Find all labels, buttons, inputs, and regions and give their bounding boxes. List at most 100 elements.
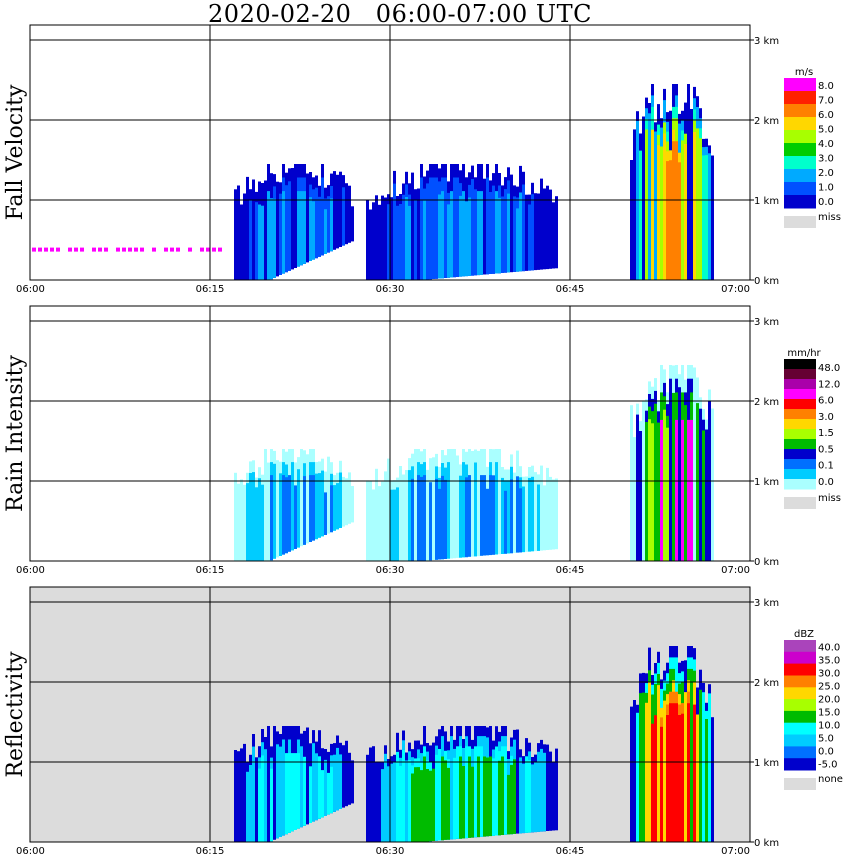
echo-column: [264, 449, 267, 561]
colorbar-swatch: [784, 409, 816, 420]
echo-column: [657, 422, 660, 561]
missing-mark: [218, 247, 222, 252]
echo-column: [381, 481, 384, 561]
echo-column: [555, 748, 558, 831]
echo-column: [315, 187, 318, 259]
colorbar-label: 20.0: [818, 695, 840, 706]
missing-mark: [56, 247, 60, 252]
x-tick-label: 06:30: [376, 846, 405, 857]
echo-column: [498, 197, 501, 274]
missing-mark: [44, 247, 48, 252]
echo-column: [240, 479, 243, 561]
echo-column: [711, 717, 714, 842]
echo-column: [504, 746, 507, 835]
echo-column: [639, 431, 642, 561]
colorbar-missing-label: none: [818, 774, 843, 785]
echo-column: [369, 747, 372, 842]
echo-column: [519, 757, 522, 834]
echo-column: [378, 486, 381, 561]
colorbar-swatch: [784, 469, 816, 480]
echo-column: [405, 470, 408, 561]
echo-column: [399, 204, 402, 280]
echo-region: [630, 646, 714, 842]
y-tick-label: 1 km: [754, 477, 779, 488]
echo-column: [663, 409, 666, 561]
echo-column: [390, 197, 393, 280]
echo-column: [549, 751, 552, 831]
echo-column: [417, 188, 420, 280]
x-tick-label: 07:00: [721, 284, 750, 295]
echo-column: [489, 192, 492, 274]
y-tick-label: 0 km: [754, 276, 779, 287]
colorbar-label: 5.0: [818, 734, 834, 745]
echo-column: [240, 748, 243, 842]
echo-column: [417, 767, 420, 842]
echo-column: [687, 703, 690, 842]
echo-column: [324, 492, 327, 535]
echo-column: [456, 177, 459, 277]
missing-mark: [116, 247, 120, 252]
echo-column: [699, 138, 702, 280]
echo-column: [663, 133, 666, 280]
echo-column: [372, 489, 375, 561]
echo-column: [258, 478, 261, 561]
colorbar-label: 7.0: [818, 96, 834, 107]
echo-column: [243, 743, 246, 842]
missing-mark: [74, 247, 78, 252]
colorbar-missing-swatch: [784, 497, 816, 509]
echo-column: [495, 191, 498, 274]
colorbar-label: 8.0: [818, 81, 834, 92]
echo-column: [681, 713, 684, 842]
echo-column: [687, 419, 690, 561]
echo-column: [654, 403, 657, 561]
echo-column: [528, 204, 531, 271]
echo-column: [255, 487, 258, 561]
echo-column: [546, 744, 549, 831]
echo-column: [435, 177, 438, 279]
missing-mark: [50, 247, 54, 252]
missing-mark: [206, 247, 210, 252]
echo-column: [669, 703, 672, 842]
echo-column: [441, 475, 444, 560]
echo-column: [309, 197, 312, 261]
grid: [30, 306, 750, 561]
echo-column: [324, 209, 327, 254]
echo-column: [456, 455, 459, 558]
echo-column: [447, 462, 450, 559]
echo-column: [678, 387, 681, 561]
echo-column: [681, 140, 684, 280]
echo-column: [282, 739, 285, 836]
echo-column: [327, 456, 330, 534]
echo-column: [645, 702, 648, 842]
echo-column: [393, 489, 396, 561]
echo-column: [426, 183, 429, 280]
echo-column: [303, 191, 306, 264]
echo-column: [273, 198, 276, 278]
echo-region: [366, 726, 558, 842]
echo-column: [690, 668, 693, 842]
y-axis-label: Fall Velocity: [3, 84, 28, 220]
echo-column: [519, 488, 522, 553]
echo-column: [312, 743, 315, 822]
echo-column: [489, 756, 492, 837]
echo-column: [501, 196, 504, 273]
colorbar-swatch: [784, 389, 816, 400]
missing-mark: [176, 247, 180, 252]
echo-column: [414, 449, 417, 561]
echo-column: [285, 753, 288, 835]
echo-column: [507, 193, 510, 273]
echo-column: [375, 761, 378, 842]
echo-column: [699, 689, 702, 842]
echo-column: [690, 109, 693, 280]
echo-column: [669, 160, 672, 280]
x-tick-label: 06:15: [196, 565, 225, 576]
echo-column: [279, 473, 282, 556]
echo-column: [675, 419, 678, 561]
echo-column: [321, 470, 324, 537]
echo-column: [705, 719, 708, 842]
echo-column: [492, 758, 495, 836]
echo-column: [630, 405, 633, 561]
echo-column: [348, 752, 351, 805]
echo-column: [702, 692, 705, 842]
echo-column: [642, 116, 645, 280]
